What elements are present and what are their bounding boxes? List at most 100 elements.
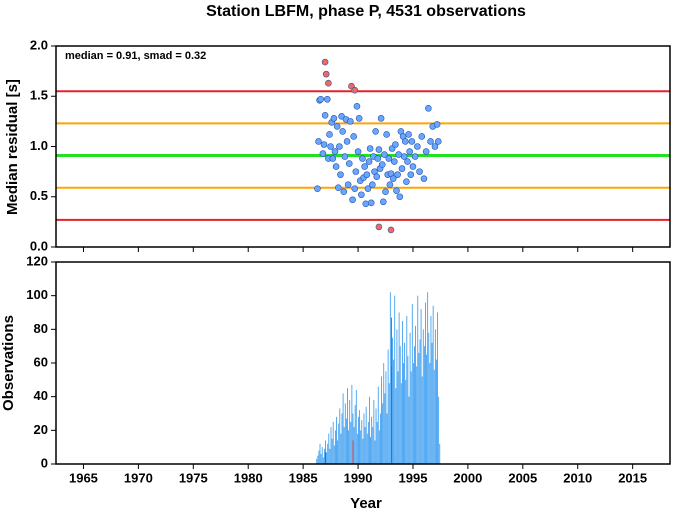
data-point — [375, 223, 383, 231]
histogram-bar — [350, 421, 352, 464]
data-point — [343, 138, 351, 145]
histogram-bar — [320, 453, 322, 464]
histogram-bar — [429, 363, 431, 464]
histogram-bar — [372, 426, 374, 464]
y-tick-label: 1.0 — [30, 138, 48, 153]
histogram-bar — [403, 363, 404, 464]
data-point — [354, 148, 362, 155]
data-point — [420, 175, 428, 182]
histogram-bar — [341, 413, 343, 464]
x-axis-label: Year — [350, 495, 382, 511]
data-point — [369, 181, 376, 188]
histogram-bar — [374, 440, 376, 464]
data-point — [406, 148, 413, 155]
histogram-bar — [378, 430, 380, 464]
data-point — [373, 173, 381, 180]
histogram-bar — [340, 433, 342, 464]
x-tick-label: 2005 — [508, 470, 537, 485]
data-point — [372, 128, 379, 135]
data-point — [359, 155, 366, 162]
data-point — [362, 200, 370, 208]
histogram-bar — [361, 420, 363, 464]
histogram-bar — [371, 416, 373, 464]
data-point — [395, 151, 402, 158]
x-tick-label: 1990 — [344, 470, 373, 485]
y-tick-label: 60 — [34, 354, 48, 369]
histogram-bar — [352, 413, 354, 464]
data-point — [427, 138, 434, 145]
data-point — [434, 138, 442, 145]
histogram-bar — [430, 315, 432, 464]
histogram-bar — [382, 403, 384, 464]
histogram-bar — [328, 433, 330, 464]
data-point — [377, 115, 385, 122]
histogram-bar — [367, 421, 369, 464]
histogram-bar — [384, 393, 386, 464]
highlight-bar — [325, 452, 326, 464]
histogram-bar — [439, 443, 441, 464]
x-tick-label: 2015 — [618, 470, 647, 485]
histogram-bar — [414, 346, 415, 464]
histogram-bar — [324, 448, 325, 464]
data-point — [320, 141, 328, 148]
x-tick-label: 2010 — [563, 470, 592, 485]
histogram-bar — [364, 426, 366, 464]
histogram-bar — [377, 386, 379, 464]
data-point — [361, 163, 368, 170]
annotation: median = 0.91, smad = 0.32 — [65, 50, 206, 62]
histogram-bar — [427, 292, 429, 464]
histogram-bar — [344, 403, 346, 464]
chart-title: Station LBFM, phase P, 4531 observations — [206, 3, 526, 20]
histogram-bar — [321, 447, 323, 464]
data-point — [416, 168, 423, 175]
histogram-bar — [362, 438, 364, 464]
histogram-bar — [370, 437, 371, 464]
y-tick-label: 100 — [26, 287, 48, 302]
data-point — [425, 105, 432, 112]
data-point — [315, 138, 322, 145]
data-point — [411, 153, 419, 160]
histogram-bar — [332, 421, 334, 464]
histogram-bar — [418, 352, 420, 464]
data-point — [422, 148, 430, 155]
data-point — [326, 131, 333, 138]
data-point — [385, 155, 393, 162]
histogram-bar — [417, 295, 419, 464]
histogram-bar — [405, 379, 407, 464]
histogram-bar — [410, 371, 412, 464]
histogram-bar — [376, 421, 378, 464]
histogram-bar — [317, 455, 319, 464]
histogram-bar — [345, 418, 347, 464]
data-point — [333, 123, 341, 130]
data-point — [332, 163, 340, 170]
histogram-bar — [363, 413, 365, 464]
histogram-bar — [347, 388, 348, 464]
histogram-bar — [392, 337, 393, 464]
histogram-bar — [400, 383, 402, 464]
data-point — [340, 188, 348, 196]
data-point — [414, 143, 421, 150]
histogram-bar — [342, 393, 344, 464]
data-point — [366, 145, 374, 152]
data-point — [382, 188, 389, 196]
data-point — [358, 191, 365, 199]
data-point — [334, 184, 342, 192]
data-point — [418, 133, 426, 140]
histogram-bar — [395, 388, 397, 464]
data-point — [345, 160, 353, 167]
histogram-bar — [383, 363, 385, 464]
data-point — [319, 150, 327, 157]
histogram-bar — [436, 359, 437, 464]
histogram-bar — [359, 410, 360, 464]
y-tick-label: 40 — [34, 388, 48, 403]
histogram-bar — [343, 426, 345, 464]
y-tick-label: 1.5 — [30, 88, 48, 103]
histogram-bar — [389, 292, 391, 464]
histogram-bar — [369, 396, 370, 464]
data-point — [324, 95, 331, 103]
x-tick-label: 1985 — [289, 470, 318, 485]
data-point — [405, 131, 412, 138]
histogram-bar — [385, 371, 387, 464]
histogram-bar — [319, 443, 321, 464]
histogram-bar — [329, 448, 331, 464]
